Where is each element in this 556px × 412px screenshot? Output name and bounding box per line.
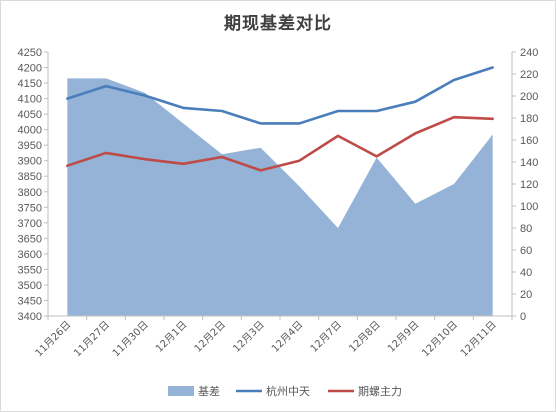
- x-tick-label: 11月27日: [71, 319, 112, 360]
- left-tick-label: 4100: [18, 94, 42, 106]
- right-tick-label: 120: [520, 179, 538, 191]
- x-tick-label: 12月8日: [347, 319, 383, 355]
- right-tick-label: 200: [520, 91, 538, 103]
- left-tick-label: 4250: [18, 47, 42, 59]
- left-tick-label: 4150: [18, 78, 42, 90]
- series-line-qiluo-zhuli: [66, 115, 494, 172]
- right-tick-label: 240: [520, 47, 538, 59]
- left-tick-label: 4000: [18, 125, 42, 137]
- left-tick-label: 3750: [18, 202, 42, 214]
- right-tick-label: 40: [520, 267, 532, 279]
- right-tick-label: 80: [520, 223, 532, 235]
- legend-label: 杭州中天: [266, 384, 310, 398]
- right-tick-label: 140: [520, 157, 538, 169]
- left-tick-label: 3800: [18, 187, 42, 199]
- right-tick-label: 0: [520, 311, 526, 323]
- x-tick-label: 11月30日: [110, 319, 151, 360]
- left-tick-label: 3900: [18, 156, 42, 168]
- right-tick-label: 160: [520, 135, 538, 147]
- right-tick-label: 220: [520, 69, 538, 81]
- legend-label: 期螺主力: [358, 385, 402, 398]
- x-tick-label: 12月9日: [385, 319, 421, 355]
- series-area-jicha: [67, 78, 493, 317]
- legend-swatch-jicha: [168, 386, 194, 396]
- left-tick-label: 3550: [18, 264, 42, 276]
- left-tick-label: 3600: [18, 249, 42, 261]
- chart-title: 期现基差对比: [224, 14, 332, 34]
- right-tick-label: 20: [520, 289, 532, 301]
- left-tick-label: 3950: [18, 140, 42, 152]
- legend-label: 基差: [198, 384, 220, 398]
- left-tick-label: 3700: [18, 218, 42, 230]
- x-tick-label: 12月2日: [192, 319, 228, 355]
- left-tick-label: 3400: [18, 311, 42, 323]
- x-tick-label: 12月11日: [458, 319, 499, 360]
- left-tick-label: 3450: [18, 295, 42, 307]
- left-tick-label: 3850: [18, 171, 42, 183]
- right-tick-label: 60: [520, 245, 532, 257]
- left-tick-label: 3650: [18, 233, 42, 245]
- left-tick-label: 3500: [18, 280, 42, 292]
- x-tick-label: 12月4日: [269, 319, 305, 355]
- x-tick-label: 12月1日: [153, 319, 189, 355]
- left-tick-label: 4200: [18, 63, 42, 75]
- right-tick-label: 180: [520, 113, 538, 125]
- x-tick-label: 12月7日: [308, 319, 344, 355]
- series-line-hangzhou-zhongtian: [66, 66, 494, 125]
- x-tick-label: 12月3日: [231, 319, 267, 355]
- right-tick-label: 100: [520, 201, 538, 213]
- left-tick-label: 4050: [18, 109, 42, 121]
- x-tick-label: 12月10日: [419, 319, 460, 360]
- x-tick-label: 11月26日: [33, 319, 74, 360]
